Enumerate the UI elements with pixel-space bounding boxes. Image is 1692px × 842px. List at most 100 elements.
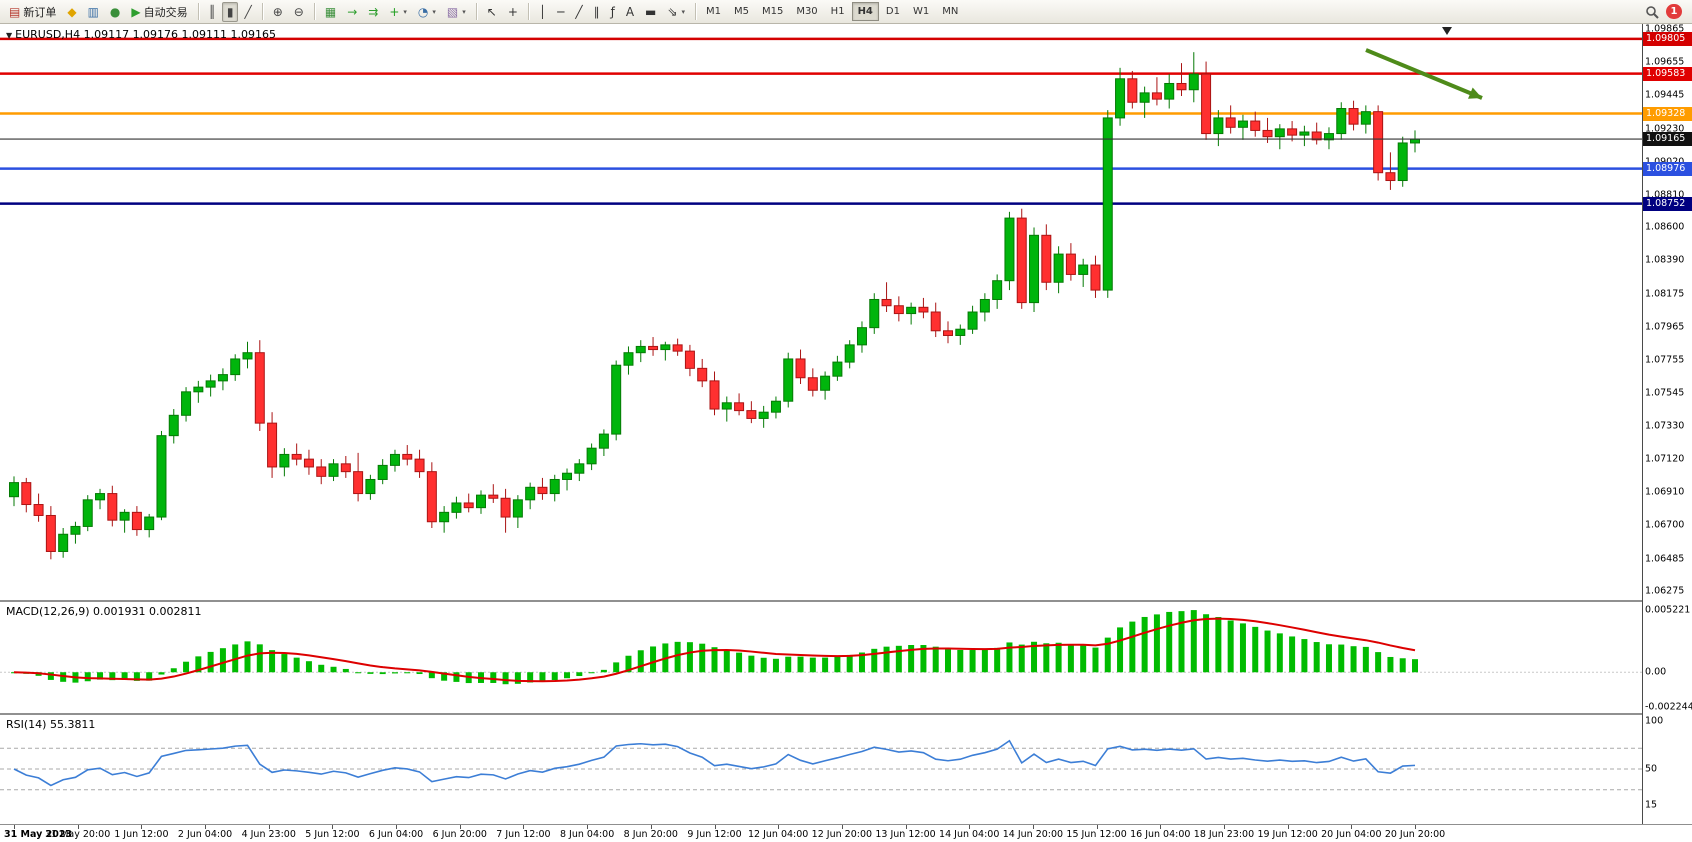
periods-button[interactable]: ◔ ▾ xyxy=(413,2,441,22)
price-scale-label: 1.07965 xyxy=(1645,321,1685,333)
candle-body xyxy=(156,435,167,518)
label-icon[interactable]: ▬ xyxy=(640,2,661,22)
candle-body xyxy=(1323,133,1334,141)
zoom-in-icon[interactable]: ⊕ xyxy=(268,2,288,22)
time-axis[interactable]: 31 May 2023 31 May 20:00 1 Jun 12:00 2 Jun … xyxy=(0,824,1692,842)
arrows-tool-button[interactable]: ⇘ ▾ xyxy=(662,2,690,22)
candle-body xyxy=(439,511,450,523)
candle-body xyxy=(1078,264,1089,275)
panel-separator-macd[interactable] xyxy=(0,600,1692,602)
timeframe-mn[interactable]: MN xyxy=(942,6,959,17)
data-window-icon[interactable]: ● xyxy=(105,2,125,22)
one-click-trading-collapse-icon[interactable]: ▼ xyxy=(6,31,13,40)
timeframe-h1[interactable]: H1 xyxy=(830,6,845,17)
macd-histogram-bar xyxy=(576,672,583,677)
crosshair-icon[interactable]: + xyxy=(503,2,523,22)
candle-body xyxy=(512,499,523,518)
new-order-button[interactable]: ▤ 新订单 xyxy=(4,2,61,22)
timeframe-m30[interactable]: M30 xyxy=(796,6,818,17)
timeframe-m15[interactable]: M15 xyxy=(761,6,784,17)
line-chart-icon[interactable]: ╱ xyxy=(239,2,256,22)
price-badge: 1.09328 xyxy=(1643,106,1692,121)
candle-body xyxy=(586,447,597,465)
candle-body xyxy=(734,402,745,412)
time-axis-label: 13 Jun 12:00 xyxy=(875,829,936,840)
auto-scroll-icon[interactable]: → xyxy=(342,2,362,22)
zoom-out-icon[interactable]: ⊖ xyxy=(289,2,309,22)
macd-histogram-bar xyxy=(158,672,165,675)
macd-histogram-bar xyxy=(514,672,521,684)
macd-histogram-bar xyxy=(686,642,693,673)
macd-histogram-bar xyxy=(748,655,755,673)
price-scale-label: 1.08175 xyxy=(1645,288,1685,300)
macd-panel[interactable] xyxy=(0,602,1642,713)
macd-histogram-bar xyxy=(809,657,816,673)
trend-arrow[interactable] xyxy=(1365,48,1483,100)
price-scale[interactable]: 1.098651.096551.094451.092301.090201.088… xyxy=(1642,24,1692,824)
timeframe-w1[interactable]: W1 xyxy=(912,6,930,17)
candle-body xyxy=(33,504,44,516)
candle-body xyxy=(181,391,192,416)
bar-chart-glyph: ║ xyxy=(208,4,216,19)
symbol-text: EURUSD,H4 xyxy=(15,28,81,41)
metaeditor-icon[interactable]: ◆ xyxy=(62,2,81,22)
templates-button[interactable]: ▧ ▾ xyxy=(442,2,471,22)
macd-histogram-bar xyxy=(244,641,251,673)
text-icon[interactable]: A xyxy=(621,2,639,22)
autotrading-button[interactable]: ▶ 自动交易 xyxy=(126,2,192,22)
macd-histogram-bar xyxy=(170,668,177,673)
channel-icon[interactable]: ∥ xyxy=(589,2,605,22)
candle-body xyxy=(144,516,155,531)
search-icon[interactable] xyxy=(1645,5,1659,19)
candle-body xyxy=(1016,217,1027,304)
horizontal-line-glyph: ─ xyxy=(557,4,565,19)
time-axis-tick xyxy=(1160,825,1162,829)
candle-body xyxy=(82,499,93,527)
timeframe-m1[interactable]: M1 xyxy=(705,6,721,17)
macd-histogram-bar xyxy=(539,672,546,682)
horizontal-line-icon[interactable]: ─ xyxy=(552,2,569,22)
notification-badge[interactable]: 1 xyxy=(1666,4,1682,19)
time-axis-tick xyxy=(1223,825,1225,829)
time-axis-label: 5 Jun 12:00 xyxy=(305,829,360,840)
candle-body xyxy=(1287,128,1298,136)
rsi-panel[interactable] xyxy=(0,715,1642,824)
timeframe-d1[interactable]: D1 xyxy=(885,6,900,17)
macd-histogram-bar xyxy=(146,672,153,681)
market-watch-icon[interactable]: ▥ xyxy=(83,2,104,22)
macd-histogram-bar xyxy=(895,645,902,673)
tile-windows-icon[interactable]: ▦ xyxy=(320,2,341,22)
vertical-line-icon[interactable]: │ xyxy=(534,2,551,22)
candle-body xyxy=(402,453,413,460)
timeframe-m5[interactable]: M5 xyxy=(733,6,749,17)
chart-shift-marker[interactable] xyxy=(1442,27,1452,35)
toolbar-separator xyxy=(527,3,529,20)
candle-body xyxy=(635,345,646,354)
macd-histogram-bar xyxy=(281,654,288,673)
panel-separator-rsi[interactable] xyxy=(0,713,1692,715)
price-scale-label: 1.07755 xyxy=(1645,354,1685,366)
indicators-button[interactable]: + ▾ xyxy=(384,2,412,22)
cursor-icon[interactable]: ↖ xyxy=(482,2,502,22)
vertical-line-glyph: │ xyxy=(538,4,547,19)
macd-histogram-bar xyxy=(858,652,865,673)
timeframe-h4[interactable]: H4 xyxy=(851,2,879,21)
chart-shift-icon[interactable]: ⇉ xyxy=(363,2,383,22)
candle-body xyxy=(1102,117,1113,291)
macd-histogram-bar xyxy=(1190,610,1197,673)
candle-body xyxy=(1004,217,1015,282)
metaeditor-glyph: ◆ xyxy=(67,4,77,19)
macd-histogram-bar xyxy=(133,672,140,681)
line-chart-glyph: ╱ xyxy=(244,4,252,19)
price-scale-label: 1.09655 xyxy=(1645,56,1685,68)
candle-body xyxy=(549,478,560,495)
candle-body xyxy=(1385,172,1396,182)
trendline-icon[interactable]: ╱ xyxy=(570,2,587,22)
main-chart-panel[interactable] xyxy=(0,24,1642,600)
candlestick-chart-icon[interactable]: ▮ xyxy=(221,1,239,22)
fibonacci-icon[interactable]: ƒ xyxy=(606,2,620,22)
bar-chart-icon[interactable]: ║ xyxy=(204,2,221,22)
periods-glyph: ◔ xyxy=(417,4,429,19)
candle-body xyxy=(770,400,781,413)
candle-body xyxy=(107,493,118,521)
